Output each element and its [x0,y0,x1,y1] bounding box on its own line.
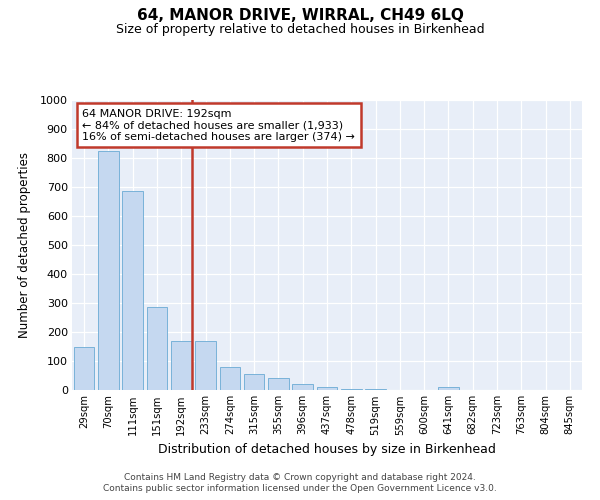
Bar [122,192,143,390]
Bar [195,340,216,390]
Y-axis label: Number of detached properties: Number of detached properties [19,152,32,338]
Bar [74,346,94,390]
Text: 64 MANOR DRIVE: 192sqm
← 84% of detached houses are smaller (1,933)
16% of semi-: 64 MANOR DRIVE: 192sqm ← 84% of detached… [82,108,355,142]
Bar [365,388,386,390]
Bar [341,388,362,390]
Text: Contains HM Land Registry data © Crown copyright and database right 2024.: Contains HM Land Registry data © Crown c… [124,472,476,482]
Bar [317,387,337,390]
Bar [244,374,265,390]
Bar [171,340,191,390]
Text: 64, MANOR DRIVE, WIRRAL, CH49 6LQ: 64, MANOR DRIVE, WIRRAL, CH49 6LQ [137,8,463,22]
Text: Size of property relative to detached houses in Birkenhead: Size of property relative to detached ho… [116,22,484,36]
Bar [220,367,240,390]
Bar [98,151,119,390]
Bar [438,387,459,390]
Bar [268,378,289,390]
Text: Contains public sector information licensed under the Open Government Licence v3: Contains public sector information licen… [103,484,497,493]
Bar [292,384,313,390]
Text: Distribution of detached houses by size in Birkenhead: Distribution of detached houses by size … [158,442,496,456]
Bar [146,308,167,390]
